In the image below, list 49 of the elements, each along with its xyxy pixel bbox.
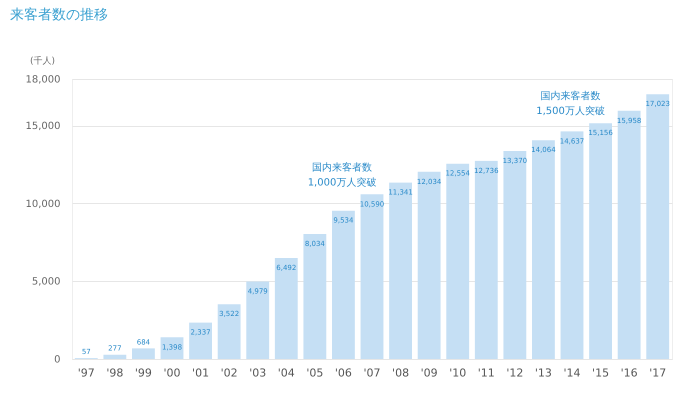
bar [474,160,498,359]
bar [589,123,612,359]
x-tick-label: '15 [592,366,610,380]
y-axis-title: (千人) [30,56,56,66]
x-tick-label: '99 [134,366,152,380]
y-tick-label: 0 [54,354,60,366]
x-tick-label: '01 [192,366,210,380]
bar [618,110,641,359]
x-tick-label: '00 [163,366,181,380]
bar [646,94,670,359]
x-tick-label: '02 [220,366,238,380]
bar [274,258,298,359]
bar [218,304,241,359]
bar [446,164,470,359]
x-tick-label: '04 [278,366,295,380]
x-tick-label: '97 [78,366,95,380]
x-tick-label: '13 [534,366,552,380]
x-tick-label: '16 [620,366,638,380]
bar [360,194,384,359]
x-tick-label: '08 [392,366,410,380]
bar [103,354,126,359]
bar [132,348,155,359]
bar [303,234,326,359]
annotation: 国内来客者数 1,500万人突破 [536,90,605,118]
x-tick-label: '09 [420,366,438,380]
x-tick-label: '03 [249,366,266,380]
x-tick-label: '12 [506,366,524,380]
x-tick-label: '06 [334,366,352,380]
y-tick-label: 18,000 [26,74,60,86]
y-tick-label: 15,000 [26,121,60,132]
chart-title: 来客者数の推移 [10,7,108,23]
x-tick-label: '05 [306,366,324,380]
bar [532,140,555,359]
x-tick-label: '17 [649,366,666,380]
bar [246,282,270,359]
bar [389,182,412,359]
bar [189,322,212,359]
x-tick-label: '14 [563,366,581,380]
x-tick-label: '11 [478,366,495,380]
bar [418,172,441,359]
bar [560,131,584,359]
bar [332,210,355,359]
bar [503,151,526,359]
annotation: 国内来客者数 1,000万人突破 [308,161,376,188]
y-tick-label: 5,000 [32,276,60,288]
x-tick-label: '07 [363,366,381,380]
x-tick-label: '10 [449,366,466,380]
x-tick-label: '98 [106,366,124,380]
y-tick-label: 10,000 [26,198,60,210]
